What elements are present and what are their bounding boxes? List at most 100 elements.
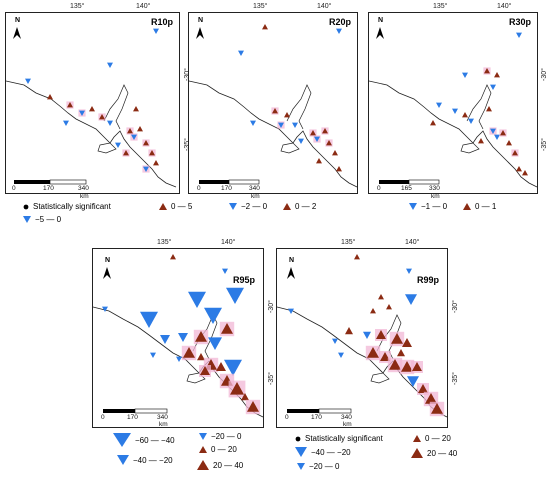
scale-label-mid: 165 (401, 185, 412, 192)
station-increase-marker (272, 108, 278, 114)
station-increase-marker (47, 94, 53, 100)
station-increase-marker (462, 112, 468, 118)
station-decrease-marker (140, 311, 158, 328)
legend-label: Statistically significant (33, 202, 111, 211)
lon-label-135: 135° (341, 239, 356, 246)
legend-item-r10-decrease: −5 — 0 (22, 215, 61, 224)
legend-item-r95-c: −20 — 0 (198, 432, 241, 441)
legend-item-r30-increase: 0 — 1 (462, 202, 496, 211)
station-increase-marker (310, 130, 316, 136)
lon-label-135: 135° (253, 3, 268, 10)
station-decrease-marker (226, 287, 244, 304)
coastline (5, 80, 177, 188)
up-triangle-icon (159, 203, 167, 210)
legend-label: −5 — 0 (35, 215, 62, 224)
map-canvas (276, 254, 448, 418)
station-increase-marker (380, 352, 390, 361)
down-triangle-icon (23, 216, 31, 223)
north-arrow-icon (13, 27, 21, 39)
station-decrease-marker (338, 352, 344, 358)
map-panel-r10p: 135° 140° R10p -30° -35° N 0 170 340 km (5, 3, 191, 200)
down-triangle-icon (409, 203, 417, 210)
panel-title: R95p (232, 275, 255, 285)
station-increase-marker (262, 24, 268, 30)
station-increase-marker (486, 106, 492, 112)
station-increase-marker (195, 331, 207, 342)
scale-bar (199, 179, 260, 185)
station-decrease-marker (222, 268, 228, 274)
scale-label-max: 330 (429, 185, 440, 192)
station-increase-marker (425, 393, 437, 404)
north-arrow-icon (287, 267, 295, 279)
legend-item-r30-decrease: −1 — 0 (408, 202, 447, 211)
station-increase-marker (284, 112, 290, 118)
station-decrease-marker (131, 134, 137, 140)
station-decrease-marker (405, 294, 417, 305)
up-triangle-icon (413, 435, 421, 442)
legend-item-r20-increase: 0 — 2 (282, 202, 316, 211)
down-triangle-icon (117, 455, 129, 465)
legend-label: 0 — 1 (475, 202, 497, 211)
station-decrease-marker (188, 291, 206, 308)
coastline (188, 80, 358, 188)
station-decrease-marker (250, 120, 256, 126)
station-decrease-marker (436, 102, 442, 108)
legend-item-r95-e: 20 — 40 (196, 459, 243, 471)
station-decrease-marker (490, 84, 496, 90)
lon-label-140: 140° (136, 3, 151, 10)
station-increase-marker (67, 102, 73, 108)
station-increase-marker (137, 126, 143, 132)
station-increase-marker (506, 140, 512, 146)
up-triangle-icon (197, 460, 209, 470)
station-increase-marker (332, 150, 338, 156)
legend-item-r10-increase: 0 — 5 (158, 202, 192, 211)
scale-label-max: 340 (341, 414, 352, 421)
coastline (368, 80, 538, 188)
legend-label: −1 — 0 (421, 202, 448, 211)
station-increase-marker (153, 160, 159, 166)
map-panel-r20p: 135° 140° R20p N 0 170 340 km (188, 3, 358, 200)
scale-unit: km (80, 193, 89, 200)
down-triangle-icon (113, 433, 131, 447)
station-increase-marker (402, 338, 412, 347)
station-decrease-marker (208, 337, 222, 350)
station-increase-marker (197, 353, 205, 361)
legend-r99p: Statistically significant −40 — −20 −20 … (294, 434, 464, 478)
station-decrease-marker (494, 134, 500, 140)
north-label: N (15, 17, 21, 24)
legend-item-r95-d: 0 — 20 (198, 445, 237, 454)
station-decrease-marker (63, 120, 69, 126)
station-decrease-marker (288, 308, 294, 314)
stations (102, 254, 261, 415)
up-triangle-icon (199, 446, 207, 453)
scale-unit: km (159, 421, 168, 428)
island-outline (97, 142, 117, 154)
station-decrease-marker (150, 352, 156, 358)
station-decrease-marker (176, 356, 182, 362)
legend-item-significant: Statistically significant (22, 202, 111, 211)
scale-label-mid: 170 (221, 185, 232, 192)
island-outline (280, 142, 300, 154)
north-label: N (289, 257, 295, 264)
station-increase-marker (221, 323, 233, 334)
lon-label-135: 135° (433, 3, 448, 10)
station-increase-marker (512, 150, 518, 156)
scale-bar (287, 408, 352, 414)
station-increase-marker (143, 140, 149, 146)
map-panel-r95p: 135° 140° R95p -30° -35° N 0 170 340 km (92, 239, 275, 428)
station-increase-marker (397, 349, 405, 357)
scale-label-max: 340 (157, 414, 168, 421)
station-decrease-marker (25, 78, 31, 84)
station-increase-marker (386, 304, 392, 310)
legend-label: 20 — 40 (427, 448, 458, 458)
legend-label: −40 — −20 (133, 455, 173, 465)
station-decrease-marker (224, 359, 242, 376)
lat-label-30: -30° (268, 300, 275, 313)
station-increase-marker (401, 361, 413, 372)
legend-item-r95-a: −60 — −40 (112, 432, 175, 448)
station-increase-marker (412, 362, 422, 371)
station-increase-marker (123, 150, 129, 156)
legend-label: −20 — 0 (211, 432, 242, 441)
station-increase-marker (345, 327, 353, 335)
legend-label: 0 — 20 (211, 445, 237, 454)
